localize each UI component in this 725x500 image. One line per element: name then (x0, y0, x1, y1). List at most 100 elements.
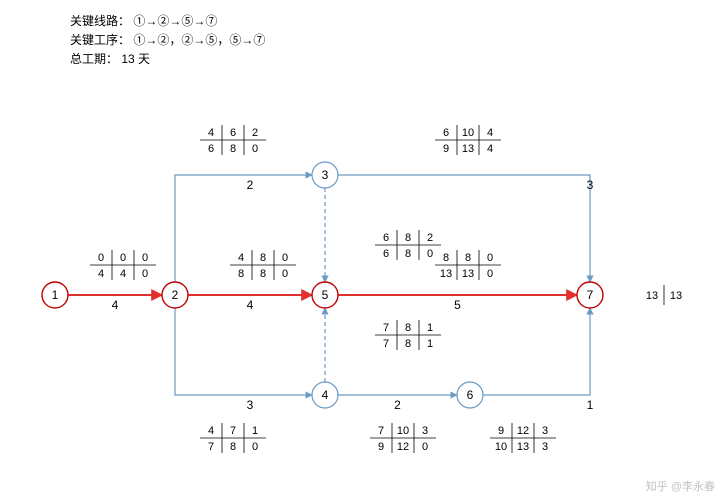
grid-value: 7 (208, 441, 214, 453)
grid-value: 3 (542, 425, 548, 437)
edge-label: 1 (587, 398, 594, 412)
grid-value: 1 (427, 322, 433, 334)
edge-label: 3 (587, 178, 594, 192)
grid-value: 13 (462, 143, 474, 155)
grid-value: 7 (230, 425, 236, 437)
edge-label: 4 (247, 298, 254, 312)
grid-value: 8 (405, 248, 411, 260)
edge-label: 2 (394, 398, 401, 412)
grid-value: 10 (397, 425, 409, 437)
grid-value: 0 (282, 252, 288, 264)
critical-path-label: 关键线路： (70, 14, 130, 28)
node-label: 6 (467, 388, 474, 402)
edge-label: 4 (112, 298, 119, 312)
grid-value: 4 (487, 127, 493, 139)
grid-value: 13 (670, 290, 682, 302)
grid-value: 9 (443, 143, 449, 155)
grid-value: 0 (252, 143, 258, 155)
grid-value: 0 (487, 268, 493, 280)
grid-value: 0 (487, 252, 493, 264)
grid-value: 3 (422, 425, 428, 437)
critical-path-value: ①→②→⑤→⑦ (133, 14, 217, 28)
grid-value: 0 (142, 268, 148, 280)
value-grid: 4 8 0 8 8 0 (230, 250, 296, 280)
grid-value: 3 (542, 441, 548, 453)
grid-value: 4 (120, 268, 126, 280)
grid-value: 12 (397, 441, 409, 453)
value-grid: 6 10 4 9 13 4 (435, 125, 501, 155)
grid-value: 8 (405, 322, 411, 334)
value-grid: 9 12 3 10 13 3 (490, 423, 556, 453)
grid-value: 12 (517, 425, 529, 437)
value-grid: 4 6 2 6 8 0 (200, 125, 266, 155)
watermark: 知乎 @李永春 (646, 478, 715, 494)
network-diagram: 4243352112345670004404626804808804717806… (0, 0, 725, 500)
grid-value: 0 (98, 252, 104, 264)
grid-value: 9 (498, 425, 504, 437)
grid-value: 13 (440, 268, 452, 280)
grid-value: 13 (462, 268, 474, 280)
node-label: 1 (52, 288, 59, 302)
value-grid: 6 8 2 6 8 0 (375, 230, 441, 260)
grid-value: 13 (517, 441, 529, 453)
node-label: 5 (322, 288, 329, 302)
grid-value: 4 (208, 425, 214, 437)
node-label: 7 (587, 288, 594, 302)
grid-value: 8 (238, 268, 244, 280)
critical-tasks-label: 关键工序： (70, 33, 130, 47)
grid-value: 0 (427, 248, 433, 260)
node-label: 3 (322, 168, 329, 182)
edge (338, 175, 590, 282)
grid-value: 8 (230, 441, 236, 453)
grid-value: 7 (383, 322, 389, 334)
grid-value: 10 (495, 441, 507, 453)
total-duration-value: 13 天 (121, 52, 150, 66)
grid-value: 6 (383, 232, 389, 244)
grid-value: 8 (443, 252, 449, 264)
grid-value: 9 (378, 441, 384, 453)
grid-value: 8 (260, 252, 266, 264)
edge (175, 308, 312, 395)
grid-value: 0 (252, 441, 258, 453)
grid-value: 6 (230, 127, 236, 139)
grid-value: 0 (120, 252, 126, 264)
grid-value: 1 (252, 425, 258, 437)
edge (483, 308, 590, 395)
grid-value: 8 (405, 232, 411, 244)
grid-value: 4 (487, 143, 493, 155)
grid-value: 0 (142, 252, 148, 264)
node-label: 4 (322, 388, 329, 402)
grid-value: 4 (208, 127, 214, 139)
grid-value: 0 (282, 268, 288, 280)
grid-value: 0 (422, 441, 428, 453)
grid-value: 2 (427, 232, 433, 244)
grid-value: 7 (383, 338, 389, 350)
value-grid: 7 8 1 7 8 1 (375, 320, 441, 350)
grid-value: 6 (443, 127, 449, 139)
grid-value: 8 (230, 143, 236, 155)
edge (175, 175, 312, 282)
node-label: 2 (172, 288, 179, 302)
grid-value: 1 (427, 338, 433, 350)
grid-value: 4 (98, 268, 104, 280)
value-grid: 7 10 3 9 12 0 (370, 423, 436, 453)
value-grid: 0 0 0 4 4 0 (90, 250, 156, 280)
grid-value: 4 (238, 252, 244, 264)
grid-value: 8 (465, 252, 471, 264)
value-grid: 4 7 1 7 8 0 (200, 423, 266, 453)
grid-value: 8 (405, 338, 411, 350)
edge-label: 3 (247, 398, 254, 412)
grid-value: 7 (378, 425, 384, 437)
critical-tasks-value: ①→②，②→⑤，⑤→⑦ (133, 33, 265, 47)
total-duration-label: 总工期： (70, 52, 118, 66)
grid-value: 8 (260, 268, 266, 280)
edge-label: 5 (454, 298, 461, 312)
value-grid: 8 8 0 13 13 0 (435, 250, 501, 280)
grid-value: 6 (208, 143, 214, 155)
grid-value: 13 (646, 290, 658, 302)
grid-value: 6 (383, 248, 389, 260)
grid-value: 10 (462, 127, 474, 139)
edge-label: 2 (247, 178, 254, 192)
grid-value: 2 (252, 127, 258, 139)
header-text: 关键线路： ①→②→⑤→⑦ 关键工序： ①→②，②→⑤，⑤→⑦ 总工期： 13 … (70, 12, 265, 70)
